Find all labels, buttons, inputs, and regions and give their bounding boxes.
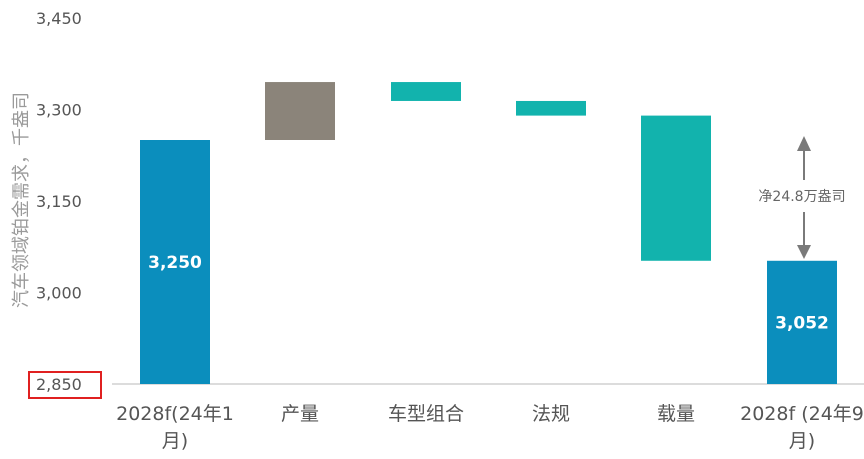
category-label: 载量 (657, 403, 695, 425)
y-tick-label: 3,000 (36, 284, 82, 303)
data-label: 3,052 (775, 313, 829, 333)
bar (265, 82, 335, 140)
category-label: 产量 (281, 403, 319, 425)
y-tick-label: 3,150 (36, 192, 82, 211)
bar (767, 260, 837, 384)
net-change-label: 净24.8万盎司 (758, 189, 845, 205)
net-change-annotation: 净24.8万盎司 (758, 136, 846, 259)
bar (641, 115, 711, 261)
category-labels: 2028f(24年1 月) 产量 车型组合 法规 载量 2028f (24年9 月) (116, 403, 864, 452)
category-label: 月) (162, 430, 188, 452)
bar (516, 100, 586, 116)
y-axis-ticks: 2,850 3,000 3,150 3,300 3,450 (28, 9, 102, 399)
y-axis-label-group: 汽车领域铂金需求，千盎司 (11, 92, 32, 308)
arrow-down-head (797, 245, 811, 259)
y-axis-label: 汽车领域铂金需求，千盎司 (11, 92, 32, 308)
y-tick-label: 2,850 (36, 375, 82, 394)
category-label: 2028f (24年9 (740, 403, 864, 425)
highlight-box (28, 371, 102, 399)
data-labels: 3,250 3,052 (148, 253, 829, 333)
arrow-up-head (797, 136, 811, 151)
category-label: 法规 (532, 403, 570, 425)
category-label: 车型组合 (388, 403, 464, 425)
y-tick-label: 3,300 (36, 101, 82, 120)
bars-group (140, 82, 837, 384)
bar (391, 82, 461, 101)
bar (140, 140, 210, 384)
category-label: 2028f(24年1 (116, 403, 234, 425)
data-label: 3,250 (148, 253, 202, 273)
y-tick-label: 3,450 (36, 9, 82, 28)
category-label: 月) (789, 430, 815, 452)
